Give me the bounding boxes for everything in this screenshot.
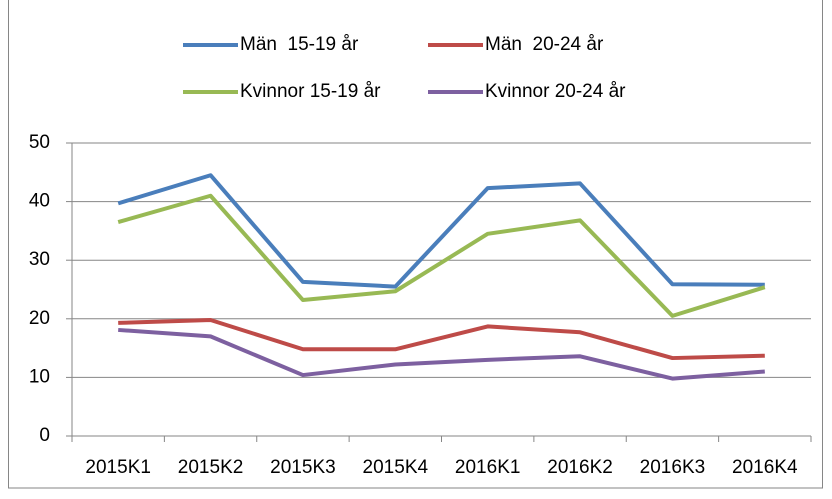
- series-line: [118, 327, 765, 381]
- legend-label: Män 20-24 år: [485, 34, 604, 55]
- y-tick-label: 0: [39, 425, 50, 446]
- y-tick-label: 10: [29, 366, 50, 387]
- x-tick-label: 2016K2: [547, 457, 613, 478]
- x-tick-label: 2016K3: [640, 457, 706, 478]
- y-tick-label: 30: [29, 249, 50, 270]
- x-tick-label: 2015K3: [270, 457, 336, 478]
- x-tick-label: 2016K4: [732, 457, 798, 478]
- legend-label: Män 15-19 år: [240, 34, 359, 55]
- y-tick-label: 50: [29, 132, 50, 153]
- y-tick-label: 40: [29, 191, 50, 212]
- legend-label: Kvinnor 20-24 år: [485, 81, 626, 102]
- x-tick-label: 2015K2: [178, 457, 244, 478]
- series-line: [118, 317, 765, 361]
- series-line: [117, 173, 765, 289]
- y-tick-label: 20: [29, 308, 50, 329]
- series-line: [117, 193, 766, 318]
- x-tick-label: 2015K4: [363, 457, 429, 478]
- chart-frame: [8, 0, 823, 489]
- x-tick-label: 2015K1: [85, 457, 151, 478]
- x-tick-label: 2016K1: [455, 457, 521, 478]
- legend-label: Kvinnor 15-19 år: [240, 81, 381, 102]
